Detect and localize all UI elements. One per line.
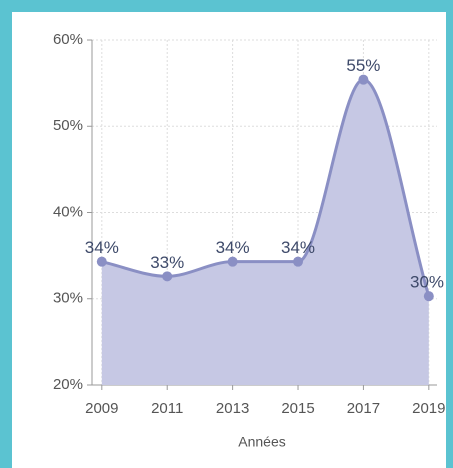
y-tick-label: 50% (53, 117, 83, 134)
x-tick-label: 2015 (281, 400, 314, 417)
point (423, 291, 434, 302)
data-label: 55% (346, 56, 380, 75)
y-tick-label: 60% (53, 31, 83, 48)
data-label: 34% (85, 238, 119, 257)
point (293, 256, 304, 267)
x-tick-label: 2019 (412, 400, 445, 417)
area (101, 79, 429, 385)
y-tick-label: 20% (53, 376, 83, 393)
data-label: 34% (281, 238, 315, 257)
data-label: 30% (410, 273, 444, 292)
point (96, 256, 107, 267)
data-label: 34% (216, 238, 250, 257)
y-tick-label: 40% (53, 203, 83, 220)
x-tick-label: 2017 (347, 400, 380, 417)
x-tick-label: 2013 (216, 400, 249, 417)
point (162, 271, 173, 282)
point (227, 256, 238, 267)
data-label: 33% (150, 253, 184, 272)
x-tick-label: 2011 (151, 400, 183, 417)
point (358, 74, 369, 85)
y-tick-label: 30% (53, 290, 83, 307)
x-tick-label: 2009 (85, 400, 118, 417)
x-axis-label: Années (238, 434, 285, 450)
